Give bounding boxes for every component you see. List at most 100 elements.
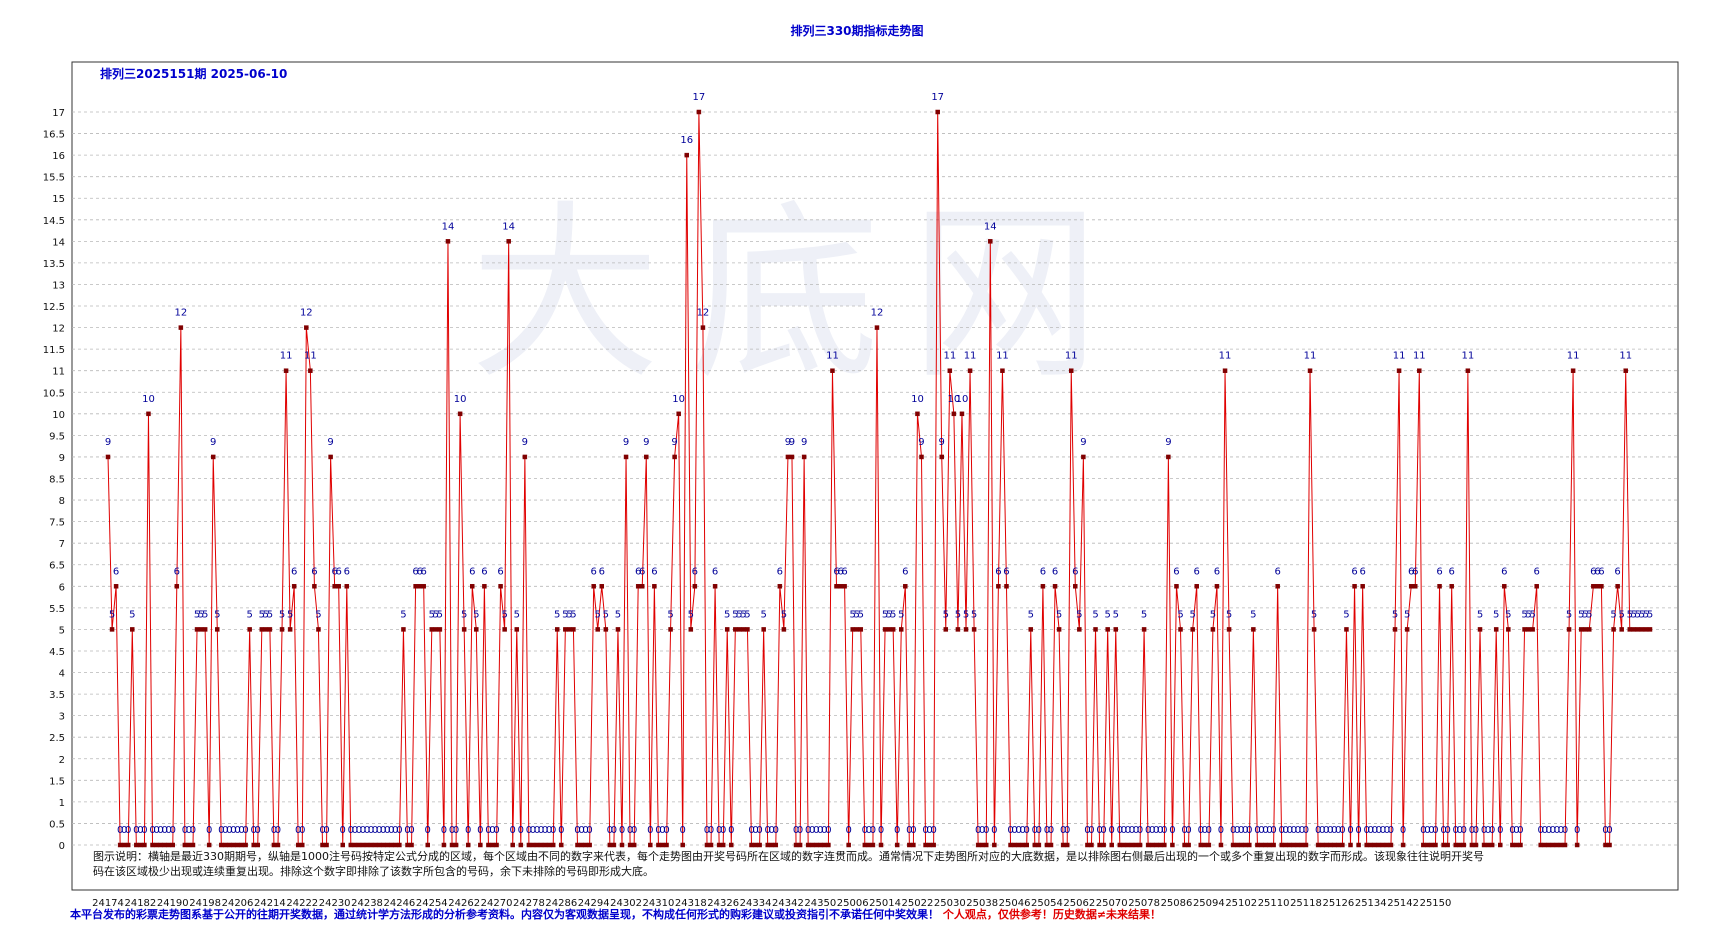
data-label: 5 [473,609,479,620]
data-label: 0 [368,825,374,836]
data-point [380,842,386,848]
data-label: 9 [939,437,945,448]
data-point [1396,368,1402,373]
data-label: 0 [1161,825,1167,836]
data-label: 0 [348,825,354,836]
data-label: 0 [930,825,936,836]
data-label: 9 [918,437,924,448]
x-tick-label: 24334 [740,898,772,909]
data-label: 5 [554,609,560,620]
data-point [886,627,892,632]
data-point [668,627,673,632]
x-tick-label: 25134 [1355,898,1387,909]
data-label: 0 [1279,825,1285,836]
data-point [587,842,592,848]
data-point [1587,627,1592,632]
data-label: 6 [833,566,839,577]
data-point [704,842,710,848]
x-tick-label: 25118 [1290,898,1322,909]
data-point [215,627,220,632]
data-label: 6 [1412,566,1418,577]
data-label: 9 [1080,437,1086,448]
data-label: 5 [971,609,977,620]
data-point [1502,584,1507,589]
data-label: 16 [680,135,693,146]
data-point [1542,842,1548,848]
data-point [1028,627,1034,632]
data-point [1044,842,1050,848]
data-label: 6 [1408,566,1414,577]
data-label: 0 [1242,825,1248,836]
data-point [680,842,685,848]
data-point [417,584,422,589]
data-point [1417,368,1422,373]
data-point [1243,842,1248,848]
y-tick-label: 11.5 [43,345,65,356]
x-tick-label: 25014 [869,898,901,909]
data-label: 0 [627,825,633,836]
data-point [1550,842,1556,848]
data-point [1283,842,1288,848]
data-label: 0 [166,825,172,836]
data-point [1453,842,1458,848]
data-point [1485,842,1491,848]
data-point [1149,842,1155,848]
data-label: 0 [453,825,459,836]
data-point [1336,842,1341,848]
data-point [1582,627,1588,632]
y-tick-label: 9 [59,453,65,464]
data-point [947,368,953,373]
data-point [862,842,868,848]
data-label: 6 [1501,566,1507,577]
data-label: 0 [238,825,244,836]
data-label: 0 [218,825,224,836]
data-point [866,842,872,848]
data-point [510,842,515,848]
data-label: 5 [1505,609,1511,620]
data-label: 5 [461,609,467,620]
data-point [453,842,459,848]
x-tick-label: 25142 [1387,898,1419,909]
data-point [1182,842,1187,848]
data-label: 0 [1007,825,1013,836]
data-label: 0 [1181,825,1187,836]
x-tick-label: 24326 [707,898,739,909]
data-point [1259,842,1264,848]
data-point [870,842,876,848]
data-point [737,627,742,632]
data-label: 6 [113,566,119,577]
data-label: 11 [1413,351,1426,362]
data-point [818,842,823,848]
data-point [571,627,576,632]
data-point [1234,842,1240,848]
data-label: 0 [1428,825,1434,836]
data-point [1607,842,1612,848]
data-point [146,411,151,417]
data-label: 0 [1202,825,1208,836]
x-tick-label: 24318 [675,898,707,909]
data-point [664,842,669,848]
data-label: 9 [1165,437,1171,448]
data-label: 0 [1554,825,1560,836]
data-point [1599,584,1604,589]
data-point [154,842,159,848]
data-point [121,842,127,848]
data-point [911,842,916,848]
data-point [648,842,653,848]
data-label: 12 [871,308,884,319]
data-label: 5 [744,609,750,620]
data-label: 5 [1076,609,1082,620]
data-point [554,627,560,632]
data-point [1214,584,1220,589]
data-label: 5 [562,609,568,620]
data-point [409,842,414,848]
data-label: 0 [137,825,143,836]
data-label: 0 [1562,825,1568,836]
data-point [465,842,471,848]
data-point [194,627,200,632]
data-label: 5 [858,609,864,620]
data-point [1623,368,1628,373]
data-label: 0 [534,825,540,836]
data-point [397,842,402,848]
data-point [1048,842,1054,848]
